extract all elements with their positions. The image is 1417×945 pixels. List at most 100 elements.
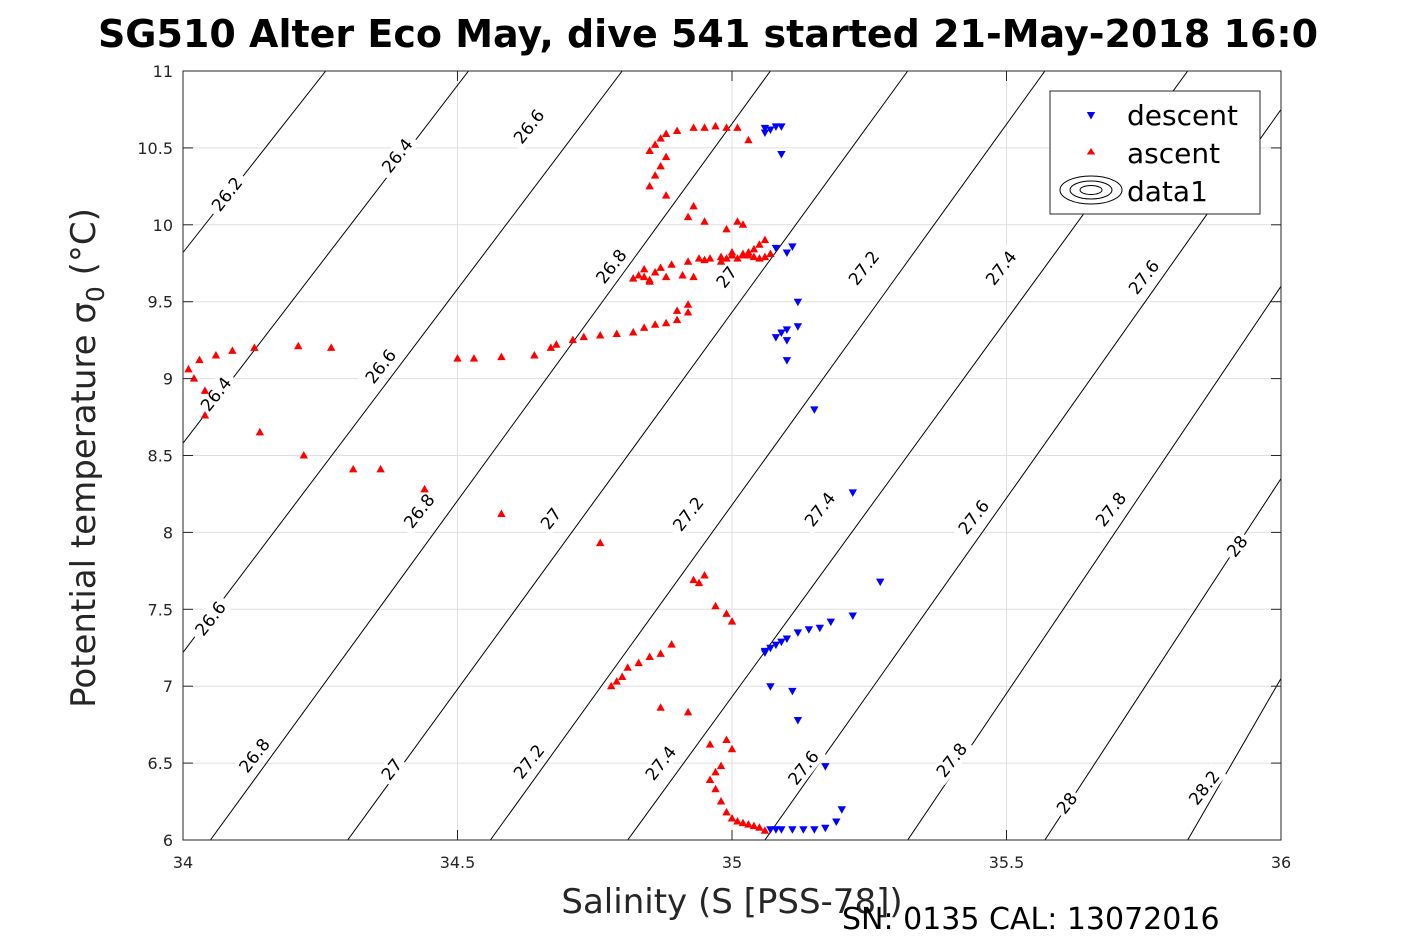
descent-point (793, 629, 803, 637)
descent-point (777, 151, 786, 159)
ascent-point (656, 134, 665, 142)
x-tick-label: 34.5 (440, 853, 476, 872)
grid (182, 70, 1282, 841)
descent-point (804, 626, 814, 634)
descent-point (777, 329, 786, 337)
ascent-point (661, 152, 671, 161)
ascent-point (228, 346, 237, 354)
descent-point (771, 334, 781, 342)
ascent-point (705, 775, 715, 784)
ascent-point (568, 335, 577, 344)
ascent-point (722, 224, 731, 233)
ascent-point (530, 351, 539, 359)
ascent-point (711, 601, 720, 610)
ascent-point (722, 807, 731, 816)
ascent-point (689, 201, 698, 210)
ascent-point (607, 681, 616, 690)
descent-point (799, 826, 808, 834)
ascent-point (738, 818, 748, 827)
ascent-point (200, 411, 210, 419)
contour-label-bg (950, 491, 997, 543)
descent-point (837, 806, 846, 814)
ascent-point (744, 251, 753, 259)
data-points (184, 121, 885, 834)
ascent-point (189, 374, 199, 382)
ascent-point (376, 464, 385, 473)
ascent-point (683, 257, 693, 265)
descent-point (821, 763, 830, 771)
ascent-point (656, 263, 665, 271)
y-tick-label: 6 (163, 831, 173, 850)
ascent-point (711, 121, 720, 130)
ascent-point (689, 575, 698, 584)
ascent-point (634, 271, 643, 279)
descent-point (760, 129, 770, 138)
ascent-point (661, 129, 671, 138)
ascent-point (683, 307, 693, 316)
contour-label-bg (780, 742, 827, 793)
ascent-point (195, 355, 204, 364)
contour-line (183, 71, 327, 253)
ascent-point (672, 126, 682, 134)
ascent-point (656, 703, 665, 711)
ascent-point (766, 249, 775, 258)
contour-label-bg (506, 736, 552, 787)
contour-label-bg (1220, 529, 1254, 563)
ascent-point (211, 351, 221, 359)
ascent-point (596, 331, 605, 339)
descent-point (766, 126, 775, 134)
ascent-point (546, 343, 556, 351)
contour-line (209, 71, 771, 840)
contour-label-bg (665, 488, 711, 539)
ascent-point (700, 123, 709, 131)
ascent-point (618, 672, 627, 680)
x-tick-label: 34 (173, 853, 193, 872)
contour-label-bg (978, 242, 1024, 293)
x-tick-label: 36 (1271, 853, 1291, 872)
y-tick-label: 10.5 (137, 139, 173, 158)
descent-point (848, 612, 857, 620)
descent-point (876, 578, 885, 587)
ascent-point (722, 254, 731, 262)
ascent-point (255, 427, 265, 436)
ascent-point (650, 171, 660, 179)
ascent-point (420, 484, 429, 493)
ascent-point (650, 320, 660, 328)
descent-point (777, 826, 786, 834)
descent-point (771, 826, 781, 834)
ascent-point (612, 329, 621, 337)
ascent-point (689, 123, 698, 131)
contour-label-bg (1121, 252, 1167, 303)
contour-label-bg (588, 241, 634, 292)
ascent-point (596, 538, 605, 547)
ascent-point (744, 820, 753, 828)
contour-label-bg (506, 101, 552, 152)
descent-point (760, 649, 770, 657)
y-tick-label: 11 (153, 62, 173, 81)
descent-point (782, 635, 792, 644)
x-axis-title: Salinity (S [PSS-78]) (561, 882, 902, 922)
legend-ascent-marker (1086, 148, 1096, 155)
ascent-point (700, 255, 709, 264)
legend-data1-marker (1059, 175, 1123, 205)
y-tick-label: 9.5 (148, 293, 173, 312)
descent-point (771, 123, 781, 131)
ascent-point (722, 609, 731, 617)
ascent-point (672, 315, 682, 324)
legend-descent-label: descent (1127, 99, 1238, 132)
contour-line (489, 71, 1046, 840)
ascent-point (184, 364, 193, 373)
contour-label-bg (204, 168, 250, 220)
ascent-point (760, 252, 770, 261)
ascent-point (294, 341, 303, 350)
descent-point (793, 717, 803, 725)
ascent-point (744, 135, 753, 144)
descent-point (771, 244, 781, 253)
ascent-point (469, 354, 479, 362)
ascent-point (727, 247, 737, 256)
contour-label-bg (841, 242, 887, 293)
footer-serial-cal: SN: 0135 CAL: 13072016 (842, 902, 1220, 937)
ascent-point (639, 264, 649, 273)
contour-label-bg (710, 260, 743, 294)
